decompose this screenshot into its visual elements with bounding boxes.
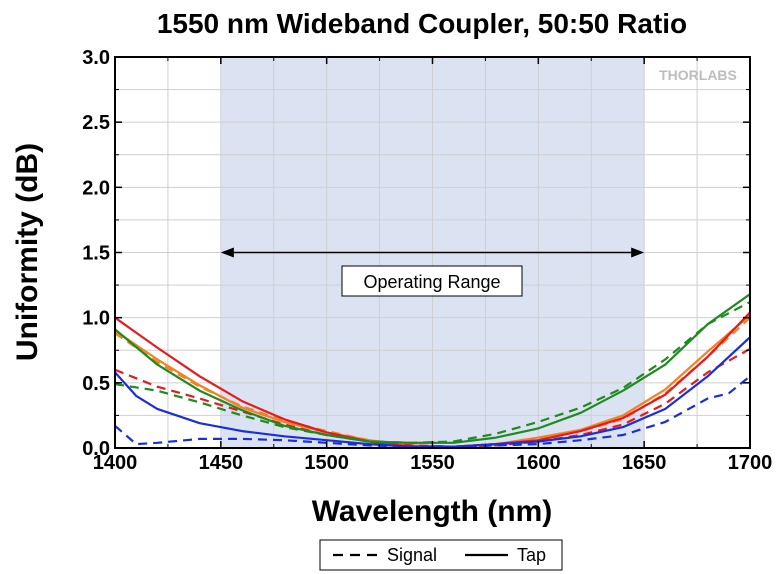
x-tick-label: 1450 [199,452,244,474]
x-tick-label: 1650 [622,452,667,474]
arrow-head-right [631,247,645,258]
legend: Signal Tap [319,539,563,571]
x-axis-label: Wavelength (nm) [312,495,553,528]
series-line-dashed-5 [115,301,750,444]
legend-box [319,539,563,571]
legend-signal-label: Signal [387,545,437,565]
chart-title: 1550 nm Wideband Coupler, 50:50 Ratio [157,8,687,39]
x-tick-label: 1600 [516,452,561,474]
y-tick-label: 0.5 [82,373,110,395]
x-tick-label: 1500 [304,452,349,474]
annotation-box [341,265,523,297]
legend-tap-label: Tap [517,545,546,565]
y-axis-label: Uniformity (dB) [11,143,44,361]
y-tick-label: 2.0 [82,177,110,199]
axis-ticks: 1400 1450 1500 1550 1600 1650 1700 0.0 0.5 1.0 1.5… [82,47,772,474]
y-tick-label: 2.5 [82,112,110,134]
x-tick-label: 1700 [728,452,773,474]
y-tick-label: 1.5 [82,243,110,265]
operating-range-label: Operating Range [341,265,523,297]
series-line-dashed-3 [115,347,750,448]
y-tick-label: 0.0 [82,438,110,460]
arrow-head-left [220,247,234,258]
y-tick-label: 3.0 [82,47,110,69]
y-tick-label: 1.0 [82,308,110,330]
operating-range-arrow [220,247,645,258]
x-tick-label: 1550 [410,452,455,474]
thorlabs-logo: THORLABS [659,67,737,83]
annotation-text: Operating Range [363,272,500,292]
x-tick-label: 1400 [93,452,138,474]
